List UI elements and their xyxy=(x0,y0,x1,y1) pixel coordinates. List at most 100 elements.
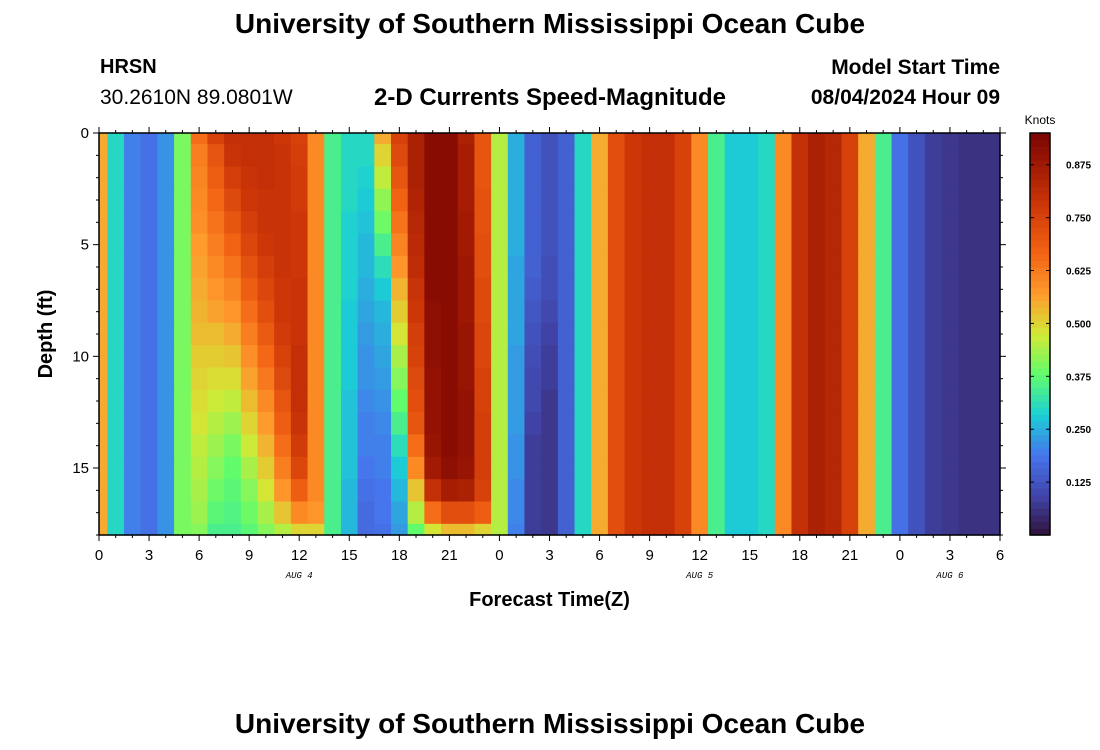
heatmap-cell xyxy=(541,233,559,257)
heatmap-cell xyxy=(657,300,676,324)
heatmap-cell xyxy=(524,255,542,279)
heatmap-cell xyxy=(307,300,325,324)
heatmap-cell xyxy=(958,211,976,235)
heatmap-cell xyxy=(190,345,209,369)
heatmap-cell xyxy=(157,434,175,458)
heatmap-cell xyxy=(958,133,976,145)
heatmap-cell xyxy=(207,523,225,536)
heatmap-cell xyxy=(741,255,759,279)
heatmap-cell xyxy=(457,300,476,324)
heatmap-cell xyxy=(274,211,292,235)
heatmap-cell xyxy=(424,345,442,369)
heatmap-cell xyxy=(307,144,325,168)
heatmap-cell xyxy=(624,479,642,503)
heatmap-cell xyxy=(524,144,542,168)
heatmap-cell xyxy=(140,300,158,324)
heatmap-cell xyxy=(691,501,709,525)
heatmap-cell xyxy=(874,188,893,212)
heatmap-cell xyxy=(808,412,826,436)
heatmap-cell xyxy=(474,389,492,413)
heatmap-cell xyxy=(958,188,976,212)
heatmap-cell xyxy=(99,479,108,503)
heatmap-cell xyxy=(691,345,709,369)
heatmap-cell xyxy=(424,479,442,503)
heatmap-cell xyxy=(557,300,576,324)
heatmap-cell xyxy=(324,501,342,525)
heatmap-cell xyxy=(207,389,225,413)
heatmap-cell xyxy=(741,479,759,503)
heatmap-cell xyxy=(374,166,392,190)
heatmap-cell xyxy=(541,300,559,324)
heatmap-cell xyxy=(124,345,142,369)
heatmap-cell xyxy=(941,255,959,279)
heatmap-cell xyxy=(557,188,576,212)
heatmap-cell xyxy=(824,188,843,212)
heatmap-cell xyxy=(174,144,192,168)
heatmap-cell xyxy=(758,278,776,302)
heatmap-cell xyxy=(441,133,459,145)
heatmap-cell xyxy=(99,166,108,190)
heatmap-cell xyxy=(407,211,425,235)
heatmap-cell xyxy=(357,133,375,145)
heatmap-cell xyxy=(157,300,175,324)
heatmap-cell xyxy=(290,367,309,391)
colorbar-segment xyxy=(1030,421,1050,429)
heatmap-cell xyxy=(974,211,993,235)
heatmap-cell xyxy=(257,255,275,279)
heatmap-cell xyxy=(157,389,175,413)
heatmap-cell xyxy=(891,345,909,369)
heatmap-cell xyxy=(324,322,342,346)
heatmap-cell xyxy=(607,412,626,436)
heatmap-cell xyxy=(607,300,626,324)
heatmap-cell xyxy=(174,479,192,503)
heatmap-cell xyxy=(107,389,125,413)
heatmap-cell xyxy=(224,211,242,235)
heatmap-cell xyxy=(340,278,359,302)
heatmap-cell xyxy=(324,412,342,436)
heatmap-cell xyxy=(441,278,459,302)
heatmap-cell xyxy=(791,456,809,480)
heatmap-cell xyxy=(524,434,542,458)
heatmap-cell xyxy=(641,501,659,525)
colorbar-segment xyxy=(1030,501,1050,509)
heatmap-cell xyxy=(808,278,826,302)
heatmap-cell xyxy=(190,523,209,536)
colorbar-segment xyxy=(1030,200,1050,208)
heatmap-cell xyxy=(441,389,459,413)
heatmap-cell xyxy=(958,367,976,391)
heatmap-cell xyxy=(924,389,943,413)
heatmap-cell xyxy=(941,345,959,369)
colorbar-segment xyxy=(1030,287,1050,295)
date-label: AUG 4 xyxy=(285,571,313,581)
colorbar-segment xyxy=(1030,414,1050,422)
heatmap-cell xyxy=(958,434,976,458)
heatmap-cell xyxy=(257,412,275,436)
heatmap-cell xyxy=(307,278,325,302)
heatmap-cell xyxy=(824,345,843,369)
heatmap-cell xyxy=(908,188,926,212)
heatmap-cell xyxy=(324,166,342,190)
heatmap-cell xyxy=(974,322,993,346)
heatmap-cell xyxy=(874,233,893,257)
heatmap-cell xyxy=(357,523,375,536)
heatmap-cell xyxy=(858,278,876,302)
heatmap-cell xyxy=(257,188,275,212)
heatmap-cell xyxy=(224,434,242,458)
heatmap-cell xyxy=(674,166,692,190)
heatmap-cell xyxy=(858,255,876,279)
heatmap-cell xyxy=(290,501,309,525)
heatmap-cell xyxy=(607,367,626,391)
heatmap-cell xyxy=(974,300,993,324)
heatmap-cell xyxy=(107,133,125,145)
heatmap-cell xyxy=(774,412,793,436)
heatmap-cell xyxy=(257,389,275,413)
heatmap-cell xyxy=(99,211,108,235)
heatmap-cell xyxy=(240,255,259,279)
x-tick-label: 3 xyxy=(946,547,954,564)
heatmap-cell xyxy=(457,211,476,235)
heatmap-cell xyxy=(224,389,242,413)
heatmap-cell xyxy=(641,278,659,302)
heatmap-cell xyxy=(991,255,1001,279)
heatmap-cell xyxy=(607,456,626,480)
heatmap-cell xyxy=(424,255,442,279)
